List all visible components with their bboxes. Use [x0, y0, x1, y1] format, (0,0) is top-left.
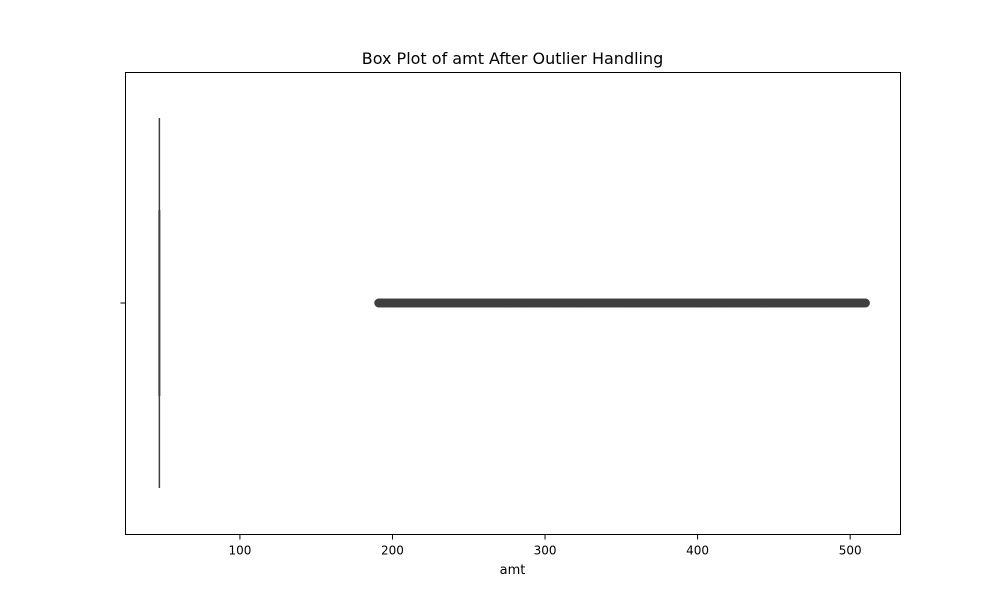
chart-title: Box Plot of amt After Outlier Handling — [362, 49, 664, 68]
x-axis-label: amt — [500, 563, 526, 578]
outlier-point — [860, 298, 870, 308]
x-tick-label: 500 — [839, 544, 862, 558]
x-tick-label: 300 — [534, 544, 557, 558]
x-axis-ticks: 100 200 300 400 500 — [228, 534, 862, 558]
box-marks — [158, 118, 870, 488]
x-tick-label: 100 — [228, 544, 251, 558]
x-tick-label: 400 — [686, 544, 709, 558]
outlier-points — [374, 298, 870, 308]
x-tick-label: 200 — [381, 544, 404, 558]
